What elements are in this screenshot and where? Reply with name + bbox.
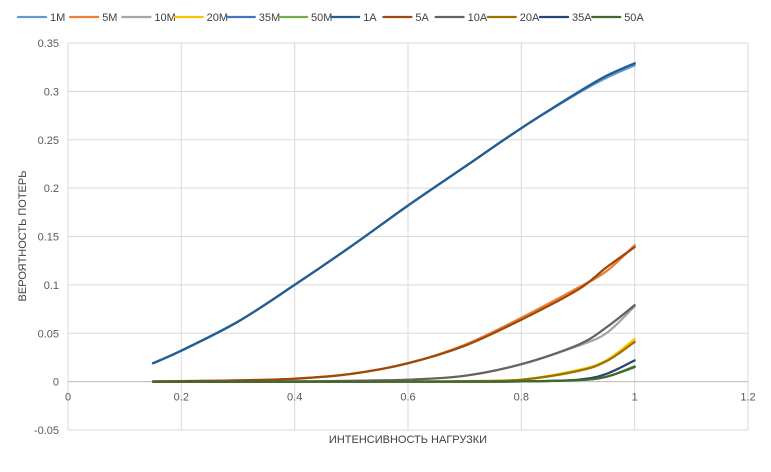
series-line-5M: [151, 244, 636, 383]
y-tick-label: 0.15: [38, 232, 59, 244]
legend-label: 20A: [520, 12, 540, 24]
y-tick-label: 0.35: [38, 38, 59, 50]
legend-label: 50A: [624, 12, 644, 24]
series-line-10M: [151, 305, 636, 383]
legend: 1M 5M 10M 20M 35M 50M 1A 5A 10A 20A 35A 50A: [16, 12, 644, 24]
x-tick-label: 0.8: [514, 392, 529, 404]
legend-label: 10M: [154, 12, 175, 24]
series-line-10A: [151, 304, 636, 383]
x-tick-label: 0.2: [174, 392, 189, 404]
y-tick-label: 0.3: [44, 86, 59, 98]
series-line-5A: [151, 246, 636, 383]
x-tick-label: 0: [65, 392, 71, 404]
y-tick-label: 0.1: [44, 280, 59, 292]
x-tick-label: 0.4: [287, 392, 302, 404]
series-line-50A: [151, 365, 636, 383]
series-line-35A: [151, 359, 636, 383]
x-tick-label: 0.6: [400, 392, 415, 404]
legend-label: 5M: [102, 12, 117, 24]
y-tick-label: 0.05: [38, 328, 59, 340]
y-axis-title: ВЕРОЯТНОСТЬ ПОТЕРЬ: [17, 171, 29, 302]
legend-label: 5A: [415, 12, 429, 24]
y-tick-label: 0: [53, 377, 59, 389]
y-tick-label: -0.05: [34, 425, 59, 437]
series-line-20A: [151, 340, 636, 383]
series-line-35M: [151, 62, 636, 365]
legend-label: 35M: [259, 12, 280, 24]
legend-label: 20M: [207, 12, 228, 24]
axes: -0.05 0 0.05 0.1 0.15 0.2 0.25 0.3 0.35 0 0.2 0.4 0.…: [34, 38, 756, 437]
series-line-1A: [151, 62, 636, 365]
plot-area: [151, 62, 636, 383]
x-tick-label: 1.2: [740, 392, 755, 404]
legend-label: 10A: [468, 12, 488, 24]
legend-label: 1A: [363, 12, 377, 24]
legend-label: 1M: [50, 12, 65, 24]
series-line-20M: [151, 337, 636, 383]
y-tick-label: 0.2: [44, 183, 59, 195]
gridlines: [67, 42, 749, 431]
legend-label: 35A: [572, 12, 592, 24]
x-tick-label: 1: [632, 392, 638, 404]
legend-label: 50M: [311, 12, 332, 24]
x-axis-title: ИНТЕНСИВНОСТЬ НАГРУЗКИ: [329, 434, 487, 446]
y-tick-label: 0.25: [38, 135, 59, 147]
